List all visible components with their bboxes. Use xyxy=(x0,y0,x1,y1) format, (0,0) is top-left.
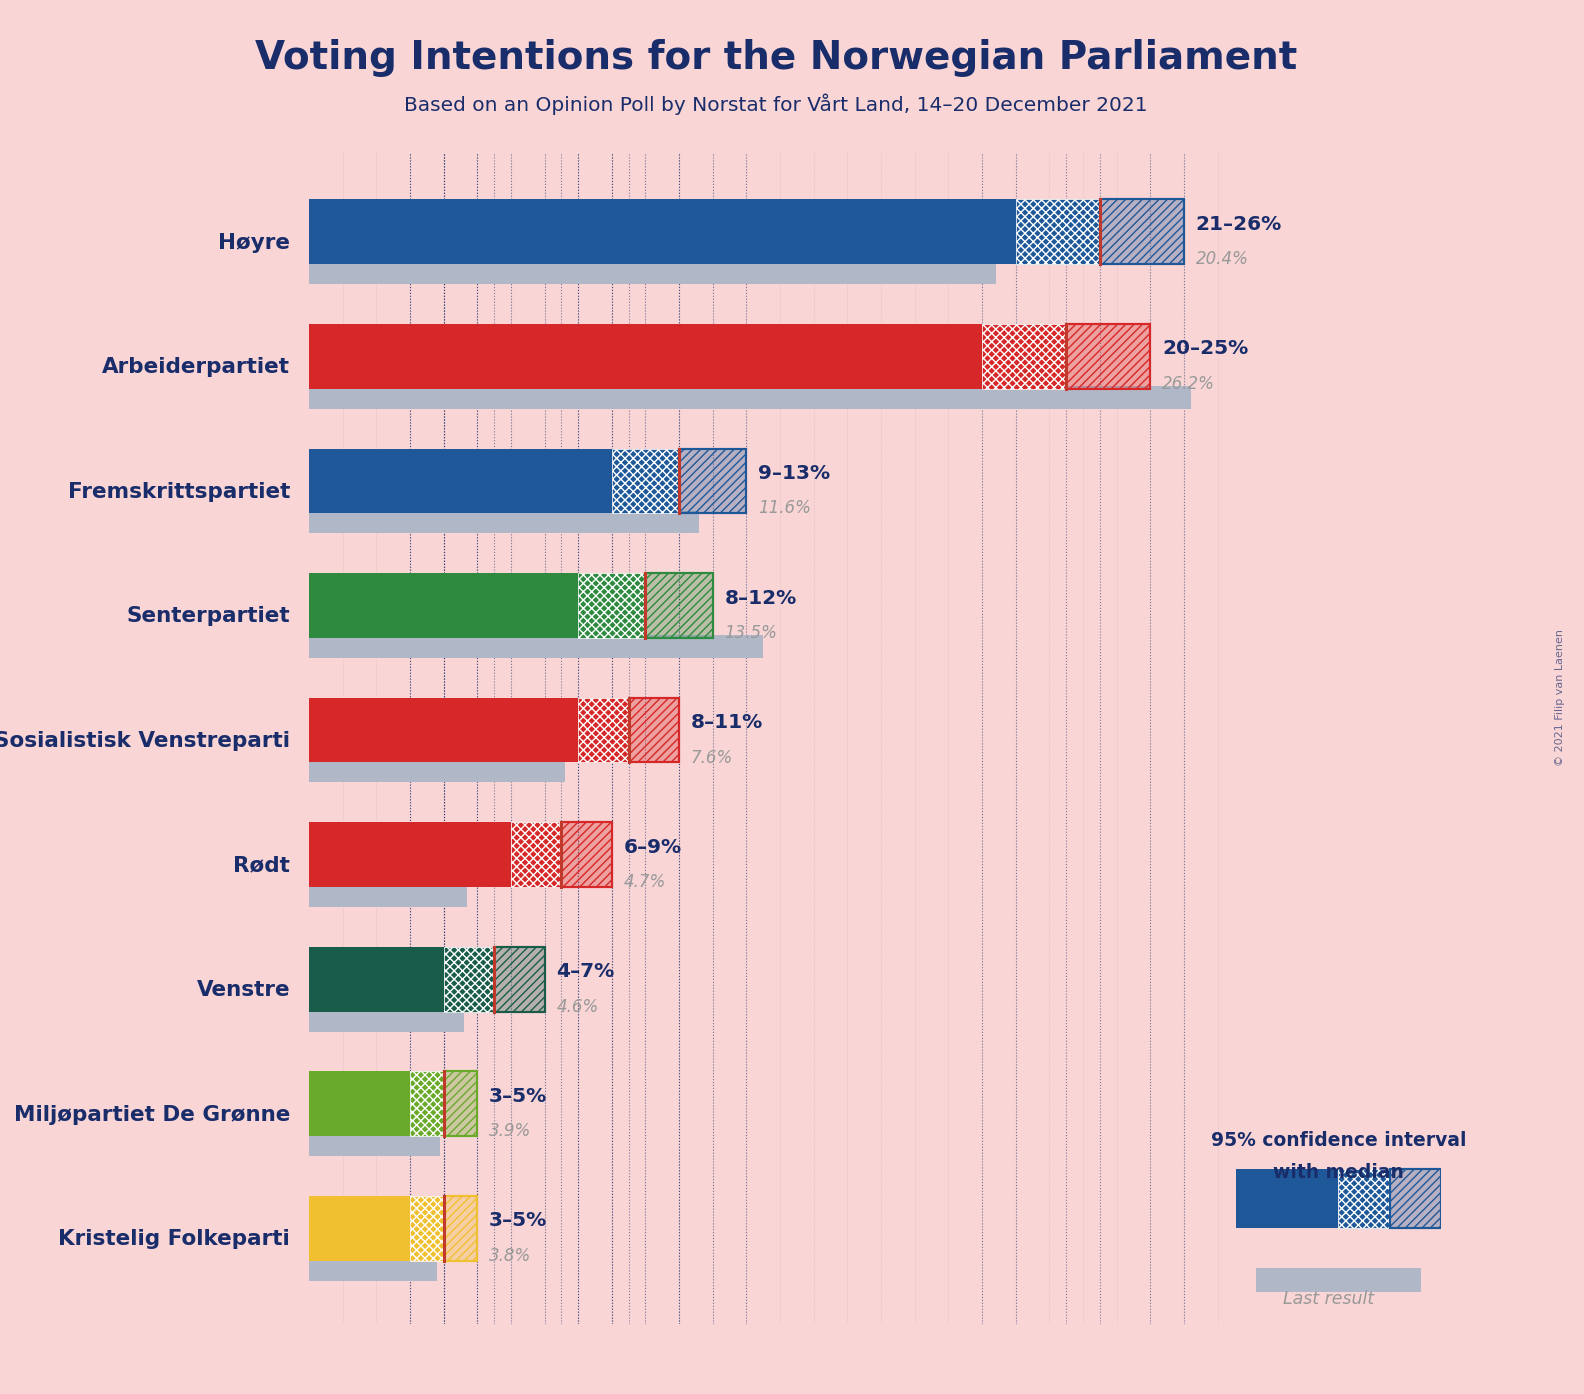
Bar xyxy=(309,1133,440,1156)
Bar xyxy=(646,573,713,638)
Bar xyxy=(494,947,545,1012)
Bar xyxy=(1391,1170,1441,1228)
Bar xyxy=(561,822,611,887)
Bar xyxy=(646,573,713,638)
Bar xyxy=(444,1072,477,1136)
Bar xyxy=(309,1196,410,1260)
Bar xyxy=(410,1196,444,1260)
Bar xyxy=(1338,1170,1391,1228)
Text: 26.2%: 26.2% xyxy=(1163,375,1215,393)
Text: 3.9%: 3.9% xyxy=(489,1122,531,1140)
Bar xyxy=(309,636,763,658)
Text: 9–13%: 9–13% xyxy=(759,464,830,482)
Bar xyxy=(629,698,680,763)
Text: © 2021 Filip van Laenen: © 2021 Filip van Laenen xyxy=(1555,629,1565,765)
Bar xyxy=(1099,199,1185,265)
Bar xyxy=(309,199,1015,265)
Bar xyxy=(1256,1269,1421,1291)
Text: 20.4%: 20.4% xyxy=(1196,251,1248,268)
Bar xyxy=(1391,1170,1441,1228)
Bar xyxy=(1015,199,1099,265)
Bar xyxy=(561,822,611,887)
Bar xyxy=(309,885,467,907)
Bar xyxy=(646,573,713,638)
Bar xyxy=(309,510,700,534)
Text: 4.6%: 4.6% xyxy=(556,998,599,1016)
Text: 95% confidence interval: 95% confidence interval xyxy=(1210,1131,1467,1150)
Text: Last result: Last result xyxy=(1283,1289,1373,1308)
Bar xyxy=(309,698,578,763)
Bar xyxy=(444,1196,477,1260)
Bar xyxy=(309,573,578,638)
Text: 7.6%: 7.6% xyxy=(691,749,733,767)
Bar xyxy=(309,822,512,887)
Bar xyxy=(512,822,561,887)
Bar xyxy=(1066,323,1150,389)
Bar xyxy=(629,698,680,763)
Bar xyxy=(611,449,680,513)
Text: Based on an Opinion Poll by Norstat for Vårt Land, 14–20 December 2021: Based on an Opinion Poll by Norstat for … xyxy=(404,93,1148,114)
Bar xyxy=(309,386,1191,408)
Text: 21–26%: 21–26% xyxy=(1196,215,1281,234)
Text: Voting Intentions for the Norwegian Parliament: Voting Intentions for the Norwegian Parl… xyxy=(255,39,1297,77)
Bar xyxy=(680,449,746,513)
Bar xyxy=(629,698,680,763)
Text: 3–5%: 3–5% xyxy=(489,1211,546,1231)
Bar xyxy=(1236,1170,1338,1228)
Bar xyxy=(444,1072,477,1136)
Bar xyxy=(444,1196,477,1260)
Bar xyxy=(561,822,611,887)
Bar xyxy=(680,449,746,513)
Bar xyxy=(309,760,565,782)
Bar xyxy=(309,449,611,513)
Text: 3.8%: 3.8% xyxy=(489,1246,531,1264)
Text: 4.7%: 4.7% xyxy=(624,873,665,891)
Bar xyxy=(982,323,1066,389)
Bar xyxy=(309,1072,410,1136)
Text: 3–5%: 3–5% xyxy=(489,1087,546,1105)
Bar xyxy=(309,262,996,284)
Bar xyxy=(1066,323,1150,389)
Bar xyxy=(680,449,746,513)
Bar xyxy=(309,947,444,1012)
Bar xyxy=(309,1009,464,1032)
Text: 13.5%: 13.5% xyxy=(724,625,778,641)
Text: 8–11%: 8–11% xyxy=(691,714,763,732)
Bar xyxy=(444,1072,477,1136)
Bar xyxy=(444,1196,477,1260)
Bar xyxy=(494,947,545,1012)
Bar xyxy=(578,573,646,638)
Text: 11.6%: 11.6% xyxy=(759,499,811,517)
Text: 6–9%: 6–9% xyxy=(624,838,681,857)
Bar xyxy=(309,1259,437,1281)
Text: 8–12%: 8–12% xyxy=(724,588,797,608)
Text: 20–25%: 20–25% xyxy=(1163,339,1248,358)
Bar xyxy=(494,947,545,1012)
Bar xyxy=(1066,323,1150,389)
Text: 4–7%: 4–7% xyxy=(556,962,615,981)
Bar xyxy=(1099,199,1185,265)
Bar xyxy=(1391,1170,1441,1228)
Bar xyxy=(444,947,494,1012)
Text: with median: with median xyxy=(1274,1163,1403,1182)
Bar xyxy=(309,323,982,389)
Bar xyxy=(578,698,629,763)
Bar xyxy=(1099,199,1185,265)
Bar xyxy=(410,1072,444,1136)
